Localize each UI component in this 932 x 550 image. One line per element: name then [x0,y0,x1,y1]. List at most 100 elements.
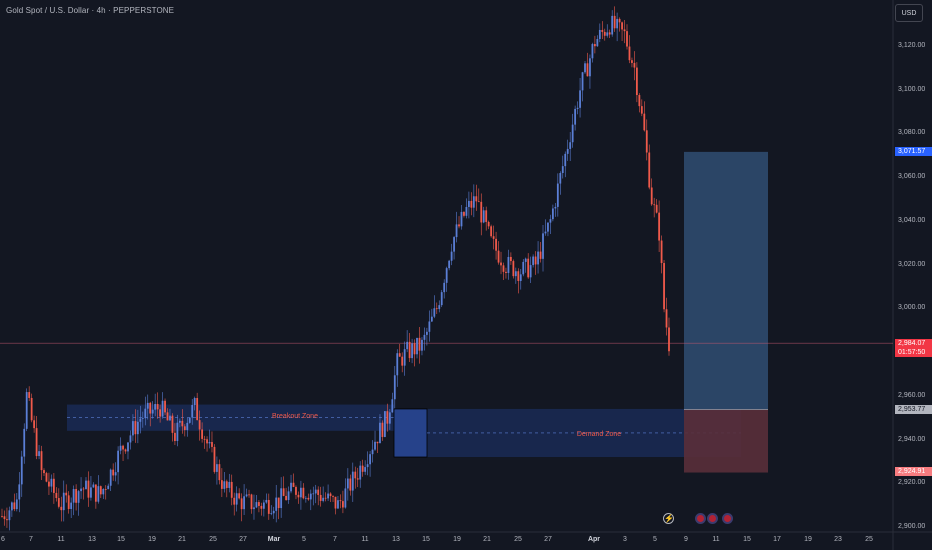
candle-body [52,478,55,493]
candle-body [164,400,166,413]
price-tick-label: 3,080.00 [898,129,926,137]
candle-body [584,63,586,73]
us-flag-event-icon[interactable] [707,513,718,524]
candle-body [497,250,500,263]
candle-body [287,491,290,501]
candle-body [658,212,661,241]
lightning-event-icon[interactable]: ⚡ [663,513,674,524]
candle-body [77,491,80,503]
candle-body [10,502,13,511]
candle-body [512,261,515,277]
candle-body [67,495,70,509]
candle-body [408,341,411,359]
candle-body [312,493,315,495]
date-tick-label: 19 [804,536,812,543]
date-tick-label: Apr [587,536,601,543]
candle-body [183,426,186,431]
candle-body [342,501,344,508]
date-tick-label: 17 [773,536,781,543]
candle-body [463,211,465,216]
date-tick-label: 15 [117,536,125,543]
date-tick-label: 25 [209,536,217,543]
candle-body [33,420,36,429]
candle-body [472,196,475,208]
candle-body [418,337,421,351]
candle-body [191,405,194,418]
candle-body [124,449,127,452]
candle-body [151,409,154,414]
target-price-tag: 3,071.57 [895,147,932,156]
candle-body [374,441,376,450]
candle-body [643,113,646,131]
candle-body [435,308,438,310]
candle-body [329,493,332,497]
currency-button[interactable]: USD [895,4,923,22]
candle-body [178,420,181,423]
candle-body [391,399,394,413]
date-tick-label: 11 [712,536,720,543]
candle-body [285,495,287,501]
date-tick-label: 11 [57,536,65,543]
candle-body [280,488,283,509]
us-flag-event-icon[interactable] [695,513,706,524]
candle-body [364,467,367,472]
candle-body [240,498,243,510]
candle-body [213,446,216,472]
candle-body [388,412,391,424]
candle-body [477,201,480,203]
candle-body [250,494,253,510]
demand-zone-label: Demand Zone [576,431,622,438]
candle-body [458,224,460,227]
candle-body [571,124,574,143]
price-tick-label: 2,920.00 [898,479,926,487]
candle-body [426,331,428,335]
candle-body [154,404,157,410]
breakout-zone-label: Breakout Zone [272,413,318,420]
candle-body [524,258,527,262]
candle-body [94,484,97,502]
candle-body [90,487,92,498]
stop-zone-box [684,409,768,473]
candle-body [623,29,626,32]
candle-body [416,337,418,355]
candle-body [50,478,53,487]
candle-body [324,497,327,499]
date-tick-label: 9 [684,536,688,543]
candle-body [626,31,628,47]
candle-body [337,500,339,509]
date-tick-label: 21 [178,536,186,543]
candle-body [601,29,604,32]
candle-body [166,412,169,421]
candle-body [598,29,601,39]
candle-body [255,502,258,508]
candle-body [514,271,517,277]
candle-body [628,46,631,61]
candle-body [62,492,65,511]
candle-body [302,487,305,499]
candle-body [8,510,11,521]
candle-body [40,451,43,471]
candle-body [517,271,520,281]
symbol-title: Gold Spot / U.S. Dollar · 4h · PEPPERSTO… [6,6,175,15]
candle-body [230,481,233,498]
price-tick-label: 3,120.00 [898,42,926,49]
candle-body [275,497,278,511]
candle-body [174,432,176,442]
candle-body [379,422,381,444]
candle-body [613,15,616,29]
date-tick-label: 25 [514,536,522,543]
date-tick-label: 19 [453,536,461,543]
candle-body [45,473,48,482]
candle-body [482,210,485,223]
demand-zone-origin [393,408,428,458]
date-tick-label: 13 [392,536,400,543]
candle-body [445,268,448,283]
candle-body [92,484,95,488]
candle-body [122,445,124,450]
us-flag-event-icon[interactable] [722,513,733,524]
date-tick-label: 7 [333,536,337,543]
candle-body [366,464,369,468]
candle-body [485,210,488,222]
